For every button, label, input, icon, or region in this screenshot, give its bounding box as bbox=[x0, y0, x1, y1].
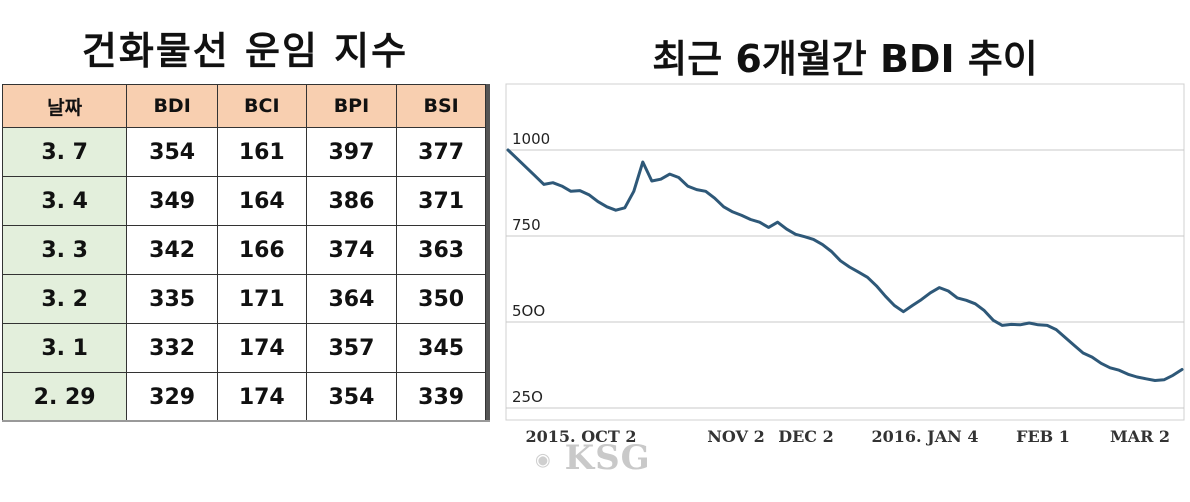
watermark-text: KSG bbox=[564, 438, 651, 478]
x-tick-label: 2016. JAN 4 bbox=[872, 427, 979, 446]
gridlines bbox=[506, 149, 1184, 409]
cell-bci: 166 bbox=[216, 225, 307, 275]
cell-bdi: 349 bbox=[126, 176, 218, 226]
cell-bsi: 363 bbox=[396, 225, 486, 275]
cell-bdi: 329 bbox=[126, 372, 218, 422]
cell-bdi: 342 bbox=[126, 225, 218, 275]
y-tick-label: 25O bbox=[512, 388, 543, 406]
x-tick-label: FEB 1 bbox=[1016, 427, 1070, 446]
y-tick-labels: 1000 750 5OO 25O bbox=[512, 130, 550, 406]
plot-frame bbox=[505, 83, 1185, 421]
cell-bsi: 339 bbox=[396, 372, 486, 422]
table-bottom-edge bbox=[2, 420, 490, 422]
cell-bsi: 350 bbox=[396, 274, 486, 324]
cell-date: 3. 1 bbox=[1, 323, 128, 373]
x-tick-label: NOV 2 bbox=[707, 427, 764, 446]
cell-bpi: 386 bbox=[305, 176, 398, 226]
table-header-row: 날짜 BDI BCI BPI BSI bbox=[1, 84, 486, 128]
header-bdi: BDI bbox=[126, 84, 218, 128]
cell-bci: 161 bbox=[216, 127, 307, 177]
cell-bpi: 374 bbox=[305, 225, 398, 275]
cell-bci: 174 bbox=[216, 323, 307, 373]
cell-date: 3. 2 bbox=[1, 274, 128, 324]
x-tick-label: MAR 2 bbox=[1110, 427, 1170, 446]
table-shadow-edge bbox=[486, 84, 490, 420]
cell-date: 3. 7 bbox=[1, 127, 128, 177]
table-row: 3. 1 332 174 357 345 bbox=[1, 323, 486, 373]
table-row: 3. 2 335 171 364 350 bbox=[1, 274, 486, 324]
ksg-watermark: ◉ KSG bbox=[535, 438, 651, 478]
cell-bpi: 354 bbox=[305, 372, 398, 422]
bdi-series-line bbox=[506, 148, 1184, 382]
header-bpi: BPI bbox=[305, 84, 398, 128]
cell-bci: 164 bbox=[216, 176, 307, 226]
watermark-globe-icon: ◉ bbox=[535, 449, 552, 471]
table-title: 건화물선 운임 지수 bbox=[81, 29, 409, 73]
x-tick-labels: 2015. OCT 2 NOV 2 DEC 2 2016. JAN 4 FEB 1 MAR… bbox=[526, 427, 1171, 446]
freight-index-table: 날짜 BDI BCI BPI BSI 3. 7 354 161 397 377 … bbox=[1, 84, 486, 422]
cell-bpi: 397 bbox=[305, 127, 398, 177]
cell-bdi: 332 bbox=[126, 323, 218, 373]
cell-bsi: 345 bbox=[396, 323, 486, 373]
header-bci: BCI bbox=[216, 84, 307, 128]
cell-bpi: 364 bbox=[305, 274, 398, 324]
chart-title: 최근 6개월간 BDI 추이 bbox=[652, 37, 1038, 81]
cell-bpi: 357 bbox=[305, 323, 398, 373]
cell-bdi: 335 bbox=[126, 274, 218, 324]
cell-bsi: 371 bbox=[396, 176, 486, 226]
cell-date: 3. 4 bbox=[1, 176, 128, 226]
table-row: 2. 29 329 174 354 339 bbox=[1, 372, 486, 422]
x-tick-label: DEC 2 bbox=[778, 427, 834, 446]
header-bsi: BSI bbox=[396, 84, 486, 128]
header-date: 날짜 bbox=[1, 84, 128, 128]
cell-bdi: 354 bbox=[126, 127, 218, 177]
cell-bsi: 377 bbox=[396, 127, 486, 177]
y-tick-label: 1000 bbox=[512, 130, 550, 148]
cell-date: 2. 29 bbox=[1, 372, 128, 422]
bdi-line-chart: 1000 750 5OO 25O 2015. OCT 2 NOV 2 DEC 2 2016.… bbox=[505, 83, 1185, 446]
cell-bci: 174 bbox=[216, 372, 307, 422]
table-row: 3. 3 342 166 374 363 bbox=[1, 225, 486, 275]
cell-date: 3. 3 bbox=[1, 225, 128, 275]
table-row: 3. 4 349 164 386 371 bbox=[1, 176, 486, 226]
y-tick-label: 750 bbox=[512, 216, 541, 234]
cell-bci: 171 bbox=[216, 274, 307, 324]
y-tick-label: 5OO bbox=[512, 302, 545, 320]
x-tick-label: 2015. OCT 2 bbox=[526, 427, 637, 446]
table-row: 3. 7 354 161 397 377 bbox=[1, 127, 486, 177]
